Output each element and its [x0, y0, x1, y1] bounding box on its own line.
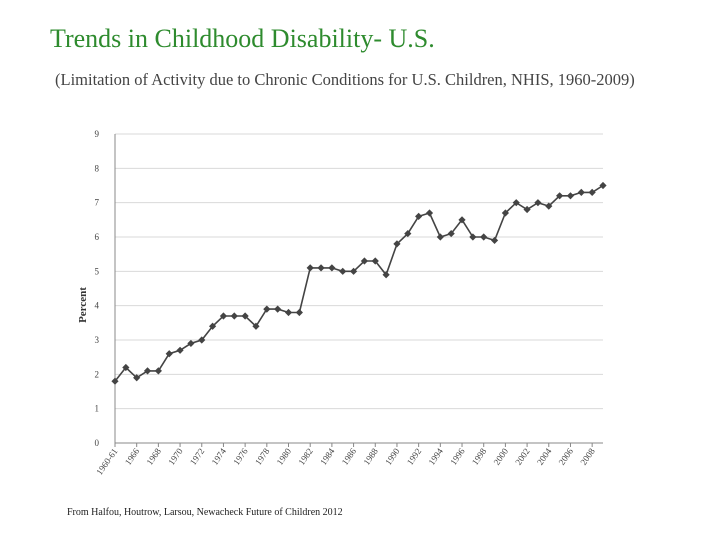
data-point	[165, 350, 173, 358]
data-point	[274, 305, 282, 313]
data-point	[263, 305, 271, 313]
data-point	[588, 188, 596, 196]
x-tick-label: 1982	[296, 446, 315, 466]
y-tick-label: 7	[95, 198, 100, 208]
y-tick-label: 1	[95, 404, 100, 414]
y-tick-label: 9	[95, 129, 100, 139]
data-point	[295, 308, 303, 317]
data-point	[393, 240, 401, 248]
y-tick-label: 0	[95, 438, 100, 448]
x-tick-label: 1980	[275, 446, 294, 467]
data-point	[599, 181, 607, 190]
page-title: Trends in Childhood Disability- U.S.	[50, 24, 435, 53]
data-point	[469, 233, 477, 241]
data-point	[404, 229, 412, 238]
x-tick-label: 1974	[210, 446, 229, 467]
data-point	[306, 264, 314, 272]
data-point	[187, 339, 195, 348]
x-tick-label: 1994	[426, 446, 445, 467]
x-tick-label: 1960-61	[94, 446, 119, 476]
data-point	[577, 188, 585, 196]
y-tick-label: 6	[95, 232, 100, 242]
x-tick-label: 1992	[405, 446, 424, 466]
data-series	[111, 181, 607, 385]
x-tick-label: 1986	[340, 446, 359, 467]
x-tick-label: 1990	[383, 446, 402, 467]
data-point	[480, 233, 488, 241]
data-point	[349, 267, 358, 275]
data-point	[425, 209, 434, 217]
data-point	[371, 257, 379, 265]
data-point	[328, 264, 336, 272]
data-point	[458, 216, 466, 224]
source-citation: From Halfou, Houtrow, Larsou, Newacheck …	[67, 507, 343, 518]
data-point	[230, 312, 238, 320]
y-tick-label: 2	[95, 369, 100, 379]
data-point	[436, 233, 444, 241]
data-point	[133, 374, 141, 382]
x-tick-label: 1970	[166, 446, 185, 467]
y-tick-label: 5	[95, 266, 100, 276]
y-tick-label: 8	[95, 163, 100, 173]
data-point	[523, 205, 531, 214]
data-point	[501, 209, 509, 217]
y-axis-label: Percent	[77, 287, 89, 323]
data-point	[284, 308, 293, 317]
data-point	[252, 322, 260, 330]
x-tick-label: 2006	[557, 446, 576, 467]
x-tick-label: 1968	[145, 446, 164, 467]
data-point	[545, 202, 553, 210]
data-point	[154, 367, 162, 375]
x-tick-label: 2008	[578, 446, 597, 467]
y-axis: 0 1 2 3 4 5 6 7 8 9	[95, 129, 116, 448]
data-point	[198, 336, 206, 344]
data-point	[209, 322, 217, 330]
x-tick-label: 1966	[123, 446, 142, 467]
data-point	[415, 212, 423, 220]
series-line	[114, 184, 604, 382]
data-point	[317, 264, 325, 272]
data-point	[512, 199, 520, 207]
data-point	[219, 312, 228, 320]
y-tick-label: 3	[95, 335, 100, 345]
x-axis: 1960-61 1966 1968 1970 1972 1974 1976 1978 1980 1…	[94, 442, 603, 477]
data-point	[556, 192, 564, 200]
x-tick-label: 1978	[253, 446, 272, 467]
x-tick-label: 1998	[470, 446, 489, 467]
gridlines	[115, 133, 603, 444]
data-point	[241, 312, 249, 320]
x-tick-label: 1984	[318, 446, 337, 467]
data-point	[111, 377, 119, 385]
data-point	[360, 257, 369, 265]
x-tick-label: 2004	[535, 446, 554, 467]
x-tick-label: 2002	[513, 446, 532, 466]
page-subtitle: (Limitation of Activity due to Chronic C…	[55, 70, 635, 89]
data-point	[339, 267, 347, 275]
data-point	[382, 271, 390, 279]
x-tick-label: 1988	[361, 446, 380, 467]
data-point	[490, 236, 499, 245]
data-point	[143, 367, 152, 375]
data-point	[447, 229, 455, 238]
data-point	[176, 346, 184, 354]
y-tick-label: 4	[95, 301, 100, 311]
data-point	[534, 199, 542, 207]
x-tick-label: 1976	[231, 446, 250, 467]
x-tick-label: 1972	[188, 446, 207, 466]
x-tick-label: 1996	[448, 446, 467, 467]
data-point	[122, 363, 130, 372]
x-tick-label: 2000	[492, 446, 511, 467]
data-point	[566, 192, 575, 200]
